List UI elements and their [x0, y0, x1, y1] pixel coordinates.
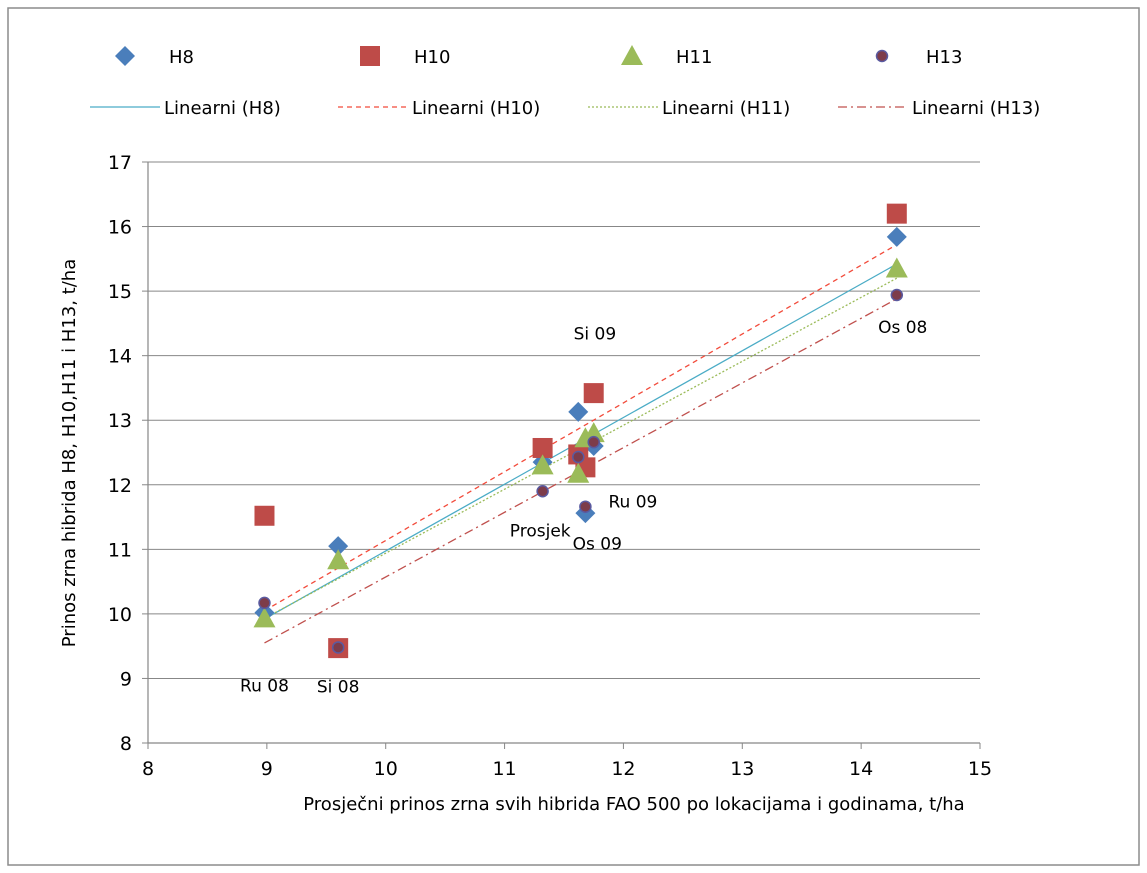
y-axis-title: Prinos zrna hibrida H8, H10,H11 i H13, t…: [59, 259, 80, 648]
legend-marker-h8: [115, 46, 135, 66]
x-tick-label: 14: [849, 758, 873, 780]
point-h10: [254, 505, 275, 526]
legend-marker-h13: [875, 49, 889, 63]
y-tick-label: 15: [108, 281, 132, 303]
point-h13: [587, 435, 600, 449]
point-h8: [568, 401, 589, 422]
point-h8: [328, 536, 349, 557]
legend-label: H13: [926, 47, 962, 68]
x-tick-label: 13: [730, 758, 754, 780]
x-axis-title: Prosječni prinos zrna svih hibrida FAO 5…: [303, 794, 964, 815]
x-tick-label: 12: [611, 758, 635, 780]
chart-border: [7, 7, 1140, 866]
y-tick-label: 11: [108, 539, 132, 561]
point-h13: [890, 288, 904, 302]
point-h11: [327, 549, 350, 570]
x-tick-label: 8: [142, 758, 154, 780]
x-tick-label: 10: [374, 758, 398, 780]
trendline-4: [264, 298, 898, 644]
legend: H8 H10 H11 H13 Linearni (H8) Linearni (H10) Li…: [90, 45, 1040, 119]
annotation-label: Os 09: [573, 534, 622, 554]
grid: [148, 161, 980, 744]
y-tick-label: 10: [108, 604, 132, 626]
y-tick-label: 17: [108, 152, 132, 174]
point-h10: [886, 203, 907, 224]
trendline-2: [264, 244, 898, 612]
axes: 8 9 10 11 12 13 14 15 16 17 8 9 10 11 12 13 14 15: [108, 152, 992, 780]
y-tick-label: 13: [108, 410, 132, 432]
point-h11: [582, 422, 605, 443]
legend-label: Linearni (H10): [412, 98, 540, 119]
point-h10: [583, 383, 604, 404]
point-h13: [331, 641, 345, 654]
y-tick-label: 12: [108, 475, 132, 497]
y-tick-label: 14: [108, 346, 132, 368]
legend-label: H8: [169, 47, 194, 68]
x-tick-label: 15: [968, 758, 992, 780]
annotation-label: Ru 08: [240, 676, 289, 696]
legend-label: Linearni (H11): [662, 98, 790, 119]
annotation-label: Ru 09: [609, 492, 658, 512]
point-h10: [532, 437, 553, 458]
legend-marker-h10: [360, 46, 380, 66]
point-h13: [572, 450, 585, 464]
legend-label: Linearni (H13): [912, 98, 1040, 119]
y-tick-label: 8: [120, 733, 132, 755]
legend-label: Linearni (H8): [164, 98, 281, 119]
annotation-label: Si 09: [574, 325, 617, 345]
x-tick-label: 11: [492, 758, 516, 780]
x-tick-label: 9: [261, 758, 273, 780]
point-h8: [575, 503, 596, 524]
point-h11: [531, 454, 554, 475]
point-h13: [258, 596, 271, 610]
annotation-label: Si 08: [317, 678, 360, 698]
point-h11: [567, 462, 590, 483]
point-h13: [536, 484, 549, 498]
y-tick-label: 16: [108, 217, 132, 239]
y-tick-label: 9: [120, 668, 132, 690]
legend-label: H10: [414, 47, 450, 68]
legend-marker-h11: [621, 45, 643, 65]
annotation-label: Os 08: [878, 318, 927, 338]
legend-label: H11: [676, 47, 712, 68]
annotation-label: Prosjek: [510, 521, 571, 541]
point-h11: [885, 257, 908, 278]
point-h8: [886, 226, 907, 247]
data-points: [253, 203, 908, 659]
point-h11: [253, 607, 276, 628]
point-h13: [579, 500, 592, 513]
